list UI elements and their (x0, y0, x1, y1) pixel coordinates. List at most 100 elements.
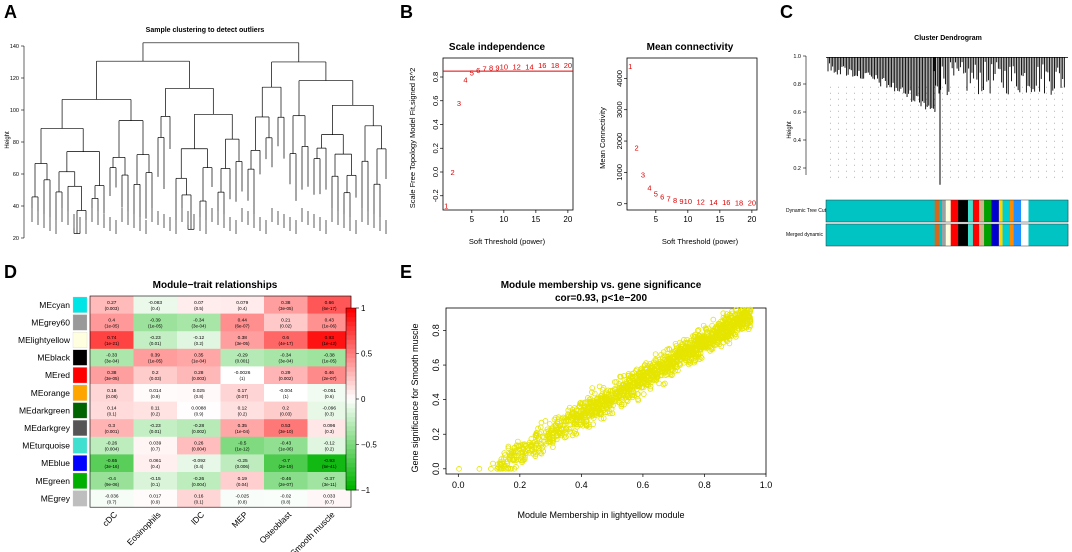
panel-c-module-segment (984, 200, 992, 222)
panel-e-point (721, 334, 727, 341)
panel-c-leaf-dot (958, 128, 959, 130)
panel-c-leaf-dot (1046, 122, 1047, 124)
panel-d-cell-value: 0.28 (194, 370, 204, 376)
panel-c-leaf-dot (886, 86, 887, 88)
panel-e-point (546, 436, 553, 443)
panel-c-leaf-dot (902, 92, 903, 94)
panel-d-cell (177, 401, 221, 420)
panel-c-leaf-dot (870, 122, 871, 124)
panel-d-cell-pvalue: (1e-05) (322, 359, 337, 364)
panel-e-point (583, 405, 589, 412)
panel-e-point (649, 367, 656, 374)
panel-c-leaf-dot (966, 104, 967, 106)
panel-c-leaf-dot (894, 122, 895, 124)
panel-e-point (645, 382, 651, 389)
panel-d-cell-value: 0.096 (323, 423, 335, 429)
panel-c-leaf-dot (830, 146, 831, 148)
panel-c-module-segment (939, 224, 943, 246)
panel-d-cell (264, 401, 308, 420)
panel-d-cell-value: 0.025 (193, 388, 205, 394)
panel-c-leaf-dot (1006, 176, 1007, 178)
panel-e-letter: E (400, 262, 412, 282)
panel-c-leaf-dot (1038, 134, 1039, 136)
panel-b2-title: Mean connectivity (647, 42, 734, 53)
panel-d-cell-pvalue: (0.7) (325, 499, 335, 504)
panel-c-leaf-dot (918, 86, 919, 88)
panel-b-point-label: 7 (667, 195, 671, 204)
panel-c-leaf-dot (870, 152, 871, 154)
panel-b-point-label: 2 (635, 143, 639, 152)
panel-c-leaf-dot (974, 152, 975, 154)
panel-e-point (586, 424, 592, 430)
panel-c-leaf-dot (886, 170, 887, 172)
panel-d-cell (220, 296, 265, 314)
panel-d-cell-value: -0.93 (324, 458, 335, 464)
panel-e-point (654, 374, 661, 381)
panel-c-leaf-dot (862, 176, 863, 178)
panel-c-leaf-dot (1014, 140, 1015, 142)
panel-c-leaf-dot (846, 176, 847, 178)
panel-d-cell-pvalue: (1e-04) (191, 359, 206, 364)
panel-c-leaf-dot (838, 86, 839, 88)
panel-e-point (687, 351, 693, 358)
panel-a-leaf-label (247, 211, 249, 225)
panel-c-leaf-dot (870, 158, 871, 160)
panel-d-cell (90, 419, 134, 438)
panel-c-module-segment (939, 200, 943, 222)
panel-e-point (589, 385, 596, 391)
panel-c-leaf-dot (910, 128, 911, 130)
panel-b-point-label: 9 (495, 64, 499, 73)
panel-a-leaf-label (139, 217, 141, 231)
panel-c-leaf-dot (886, 116, 887, 118)
panel-d-cell-pvalue: (6e-07) (235, 323, 250, 328)
panel-d-cell-value: -0.65 (106, 458, 117, 464)
panel-d-row-swatch (72, 437, 88, 454)
panel-e-point (541, 434, 547, 441)
panel-c-leaf-dot (958, 104, 959, 106)
panel-c-leaf-dot (1014, 170, 1015, 172)
panel-e-point (538, 419, 545, 426)
panel-c-leaf-dot (1014, 98, 1015, 100)
panel-c-bar-label-2: Merged dynamic (786, 232, 823, 238)
panel-d-cell-pvalue: (0.03) (280, 411, 292, 416)
panel-a-ytick-label: 40 (13, 204, 19, 210)
panel-a-leaf-label (373, 214, 375, 228)
panel-c-leaf-dot (854, 170, 855, 172)
panel-c-leaf-dot (854, 104, 855, 106)
panel-c-leaf-dot (1022, 140, 1023, 142)
panel-e-point (638, 375, 645, 382)
panel-d-cell-value: 0.039 (149, 441, 161, 447)
panel-c-leaf-dot (862, 122, 863, 124)
panel-c-leaf-dot (838, 122, 839, 124)
panel-d-cell (133, 419, 178, 438)
panel-d-cell (90, 489, 134, 508)
panel-b-ytick-label: 0.6 (431, 96, 440, 106)
panel-a-leaf-label (331, 208, 333, 222)
panel-b-point-label: 8 (673, 196, 677, 205)
panel-e-point (695, 327, 702, 333)
panel-c-leaf-dot (1022, 146, 1023, 148)
panel-c-leaf-dot (982, 164, 983, 166)
panel-d-cell (133, 489, 178, 508)
panel-c-leaf-dot (878, 86, 879, 88)
panel-d-cell (307, 472, 352, 490)
panel-d-cell (177, 489, 221, 508)
panel-d-cell-value: 0.39 (151, 353, 161, 359)
panel-a-leaf-label (85, 220, 87, 234)
panel-d-cell (133, 472, 178, 490)
panel-d-cell-value: 0.38 (107, 370, 117, 376)
panel-c-leaf-dot (878, 158, 879, 160)
panel-c-leaf-dot (966, 170, 967, 172)
panel-d-cell-pvalue: (2e-19) (278, 464, 293, 469)
panel-c-leaf-dot (846, 104, 847, 106)
panel-d-cell-pvalue: (3e-04) (278, 359, 293, 364)
panel-d-colorbar-step (346, 426, 356, 432)
panel-a-leaf-label (283, 214, 285, 228)
panel-d-cell-pvalue: (3e-04) (104, 359, 119, 364)
panel-c-leaf-dot (982, 122, 983, 124)
panel-d-cell-value: -0.23 (150, 423, 161, 429)
panel-c-leaf-dot (1054, 134, 1055, 136)
panel-c-leaf-dot (878, 128, 879, 130)
panel-b1-frame (442, 57, 574, 211)
panel-d-cell (264, 296, 308, 314)
